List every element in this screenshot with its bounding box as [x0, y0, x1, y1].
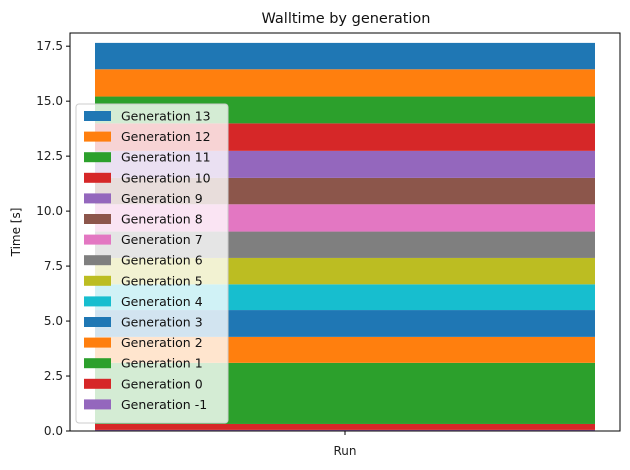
x-tick-label: Run: [333, 444, 356, 458]
legend-entry: Generation 7: [121, 232, 203, 247]
legend-swatch: [84, 131, 111, 142]
legend-box: [75, 103, 229, 424]
legend-swatch: [84, 172, 111, 183]
chart-title: Walltime by generation: [262, 11, 431, 27]
legend-swatch: [84, 378, 111, 389]
legend-swatch: [84, 111, 111, 121]
legend-entry: Generation 12: [121, 129, 211, 144]
legend-entry: Generation 2: [121, 335, 203, 350]
legend-swatch: [84, 399, 111, 410]
legend-entry: Generation 11: [121, 150, 211, 165]
y-tick-label: 2.5: [44, 369, 63, 383]
bar-segment-generation-13: [95, 42, 595, 70]
legend-swatch: [84, 275, 111, 286]
legend-swatch: [84, 337, 111, 348]
bar-segment-generation-0: [95, 423, 595, 430]
y-tick-label: 10.0: [36, 204, 63, 218]
legend-entry: Generation 0: [121, 376, 203, 391]
legend-entry: Generation -1: [121, 397, 207, 412]
y-tick-label: 5.0: [44, 314, 63, 328]
legend-swatch: [84, 296, 111, 307]
legend-swatch: [84, 317, 111, 327]
legend-swatch: [84, 152, 111, 163]
legend-entry: Generation 13: [121, 109, 211, 124]
y-axis-label: Time [s]: [9, 208, 23, 258]
y-tick-label: 17.5: [36, 39, 63, 53]
legend-entry: Generation 1: [121, 356, 203, 371]
legend-entry: Generation 3: [121, 315, 203, 330]
y-axis: 0.0 2.5 5.0 7.5 10.0 12.5 15.0 17.5: [36, 39, 70, 438]
y-tick-label: 12.5: [36, 149, 63, 163]
y-tick-label: 0.0: [44, 424, 63, 438]
legend-swatch: [84, 255, 111, 266]
bar-segment-generation-12: [95, 69, 595, 97]
x-axis: Run: [333, 431, 357, 458]
legend-swatch: [84, 358, 111, 369]
legend-entry: Generation 9: [121, 191, 203, 206]
legend-entry: Generation 10: [121, 170, 211, 185]
legend-swatch: [84, 193, 111, 204]
legend-entry: Generation 8: [121, 212, 203, 227]
legend-entry: Generation 4: [121, 294, 203, 309]
y-tick-label: 7.5: [44, 259, 63, 273]
legend-entry: Generation 5: [121, 273, 203, 288]
legend-swatch: [84, 234, 111, 245]
bar-segment-generation--1: [95, 429, 595, 431]
y-tick-label: 15.0: [36, 94, 63, 108]
legend-entry: Generation 6: [121, 253, 203, 268]
legend-swatch: [84, 214, 111, 224]
legend: Generation 13 Generation 12 Generation 11 G…: [75, 103, 229, 424]
